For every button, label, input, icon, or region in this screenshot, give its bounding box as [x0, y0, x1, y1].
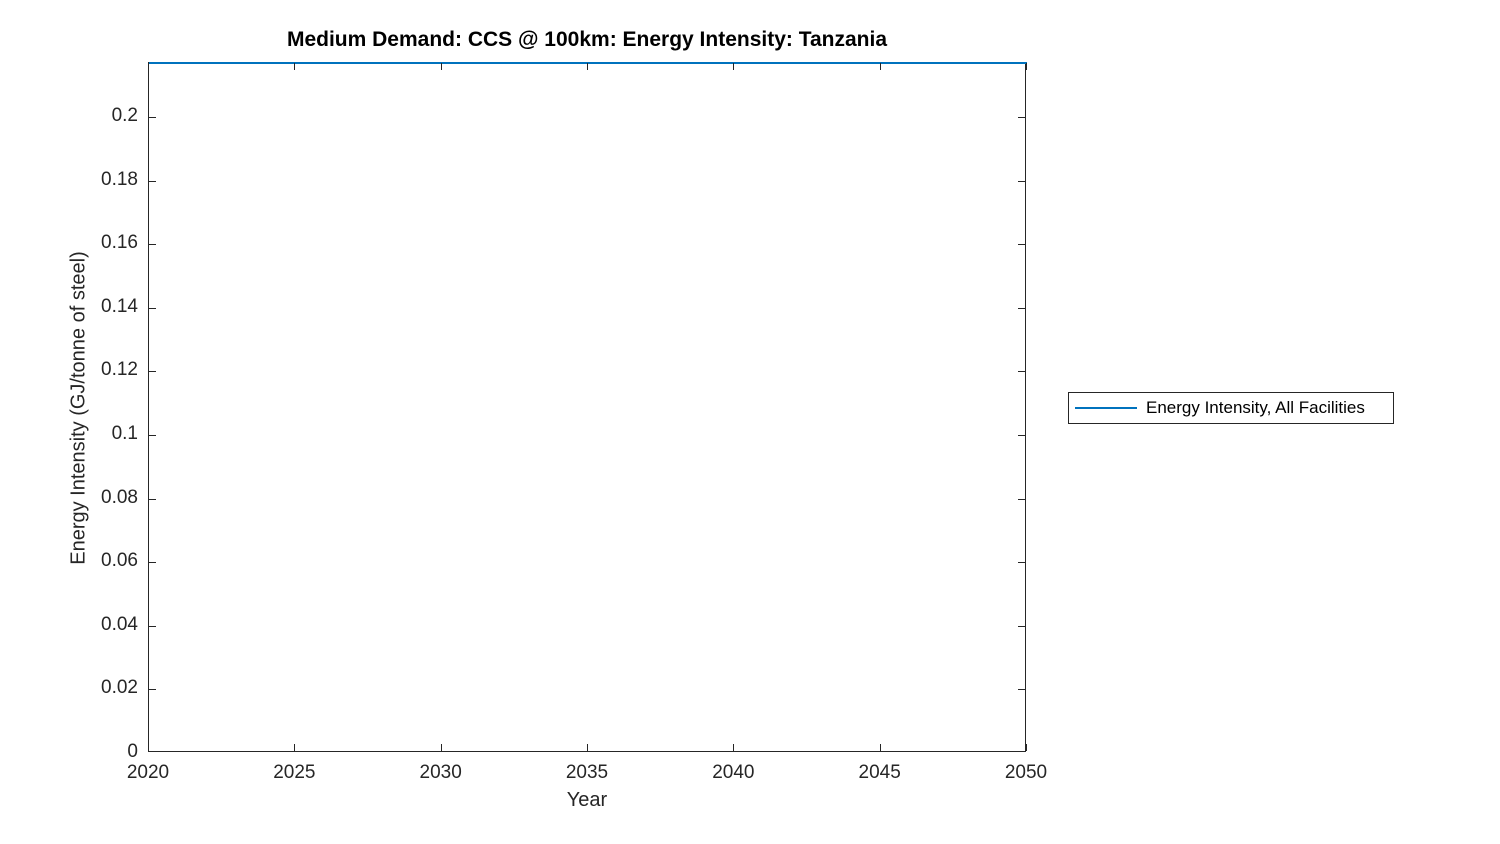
y-tick-label: 0.14 [101, 295, 138, 317]
x-tick-mark-top [1026, 63, 1027, 70]
y-tick-label: 0.16 [101, 232, 138, 254]
chart-title: Medium Demand: CCS @ 100km: Energy Inten… [286, 28, 888, 51]
y-tick-mark [149, 689, 156, 691]
x-tick-mark [879, 744, 881, 751]
y-tick-label: 0.12 [101, 359, 138, 381]
y-tick-mark-right [1018, 689, 1025, 691]
y-tick-mark [149, 244, 156, 246]
y-tick-mark-right [1018, 244, 1025, 246]
legend: Energy Intensity, All Facilities [1068, 392, 1394, 424]
y-tick-mark-right [1018, 751, 1025, 752]
x-tick-label: 2045 [858, 762, 901, 783]
y-tick-label: 0.2 [111, 105, 138, 127]
x-tick-mark [1026, 744, 1027, 751]
y-tick-mark [149, 562, 156, 564]
x-tick-mark [733, 744, 735, 751]
y-tick-label: 0.02 [101, 677, 138, 699]
y-tick-mark-right [1018, 625, 1025, 627]
x-axis-label: Year [566, 789, 608, 811]
y-tick-mark [149, 625, 156, 627]
y-tick-mark [149, 117, 156, 119]
y-tick-mark-right [1018, 498, 1025, 500]
x-tick-mark [148, 744, 149, 751]
x-tick-mark-top [733, 63, 735, 70]
y-tick-label: 0 [127, 741, 138, 762]
legend-entry-label: Energy Intensity, All Facilities [1146, 398, 1365, 417]
y-tick-label: 0.04 [101, 613, 138, 635]
y-tick-mark-right [1018, 307, 1025, 309]
x-tick-mark [294, 744, 296, 751]
y-tick-mark [149, 180, 156, 182]
x-tick-mark-top [587, 63, 588, 70]
x-tick-label: 2035 [565, 762, 609, 783]
series-line-energy-intensity [149, 62, 1027, 64]
y-tick-label: 0.06 [101, 550, 138, 572]
y-tick-mark-right [1018, 562, 1025, 564]
x-tick-mark-top [879, 63, 881, 70]
legend-line-sample [1075, 407, 1137, 409]
x-tick-label: 2025 [273, 762, 316, 783]
y-tick-label: 0.1 [111, 423, 138, 445]
y-tick-mark-right [1018, 371, 1025, 373]
x-tick-label: 2050 [1004, 762, 1048, 783]
y-tick-mark-right [1018, 435, 1025, 437]
y-tick-mark [149, 751, 156, 752]
y-tick-label: 0.08 [101, 486, 138, 508]
x-tick-mark [440, 744, 442, 751]
y-tick-label: 0.18 [101, 168, 138, 190]
x-tick-mark-top [440, 63, 442, 70]
y-tick-mark [149, 371, 156, 373]
y-tick-mark [149, 307, 156, 309]
x-tick-mark-top [294, 63, 296, 70]
x-tick-label: 2040 [712, 762, 755, 783]
x-tick-mark-top [148, 63, 149, 70]
y-tick-mark [149, 435, 156, 437]
y-tick-mark-right [1018, 180, 1025, 182]
y-tick-mark-right [1018, 117, 1025, 119]
x-tick-label: 2020 [126, 762, 170, 783]
plot-area [148, 62, 1027, 752]
y-tick-mark [149, 498, 156, 500]
x-tick-mark [587, 744, 588, 751]
x-tick-label: 2030 [419, 762, 462, 783]
